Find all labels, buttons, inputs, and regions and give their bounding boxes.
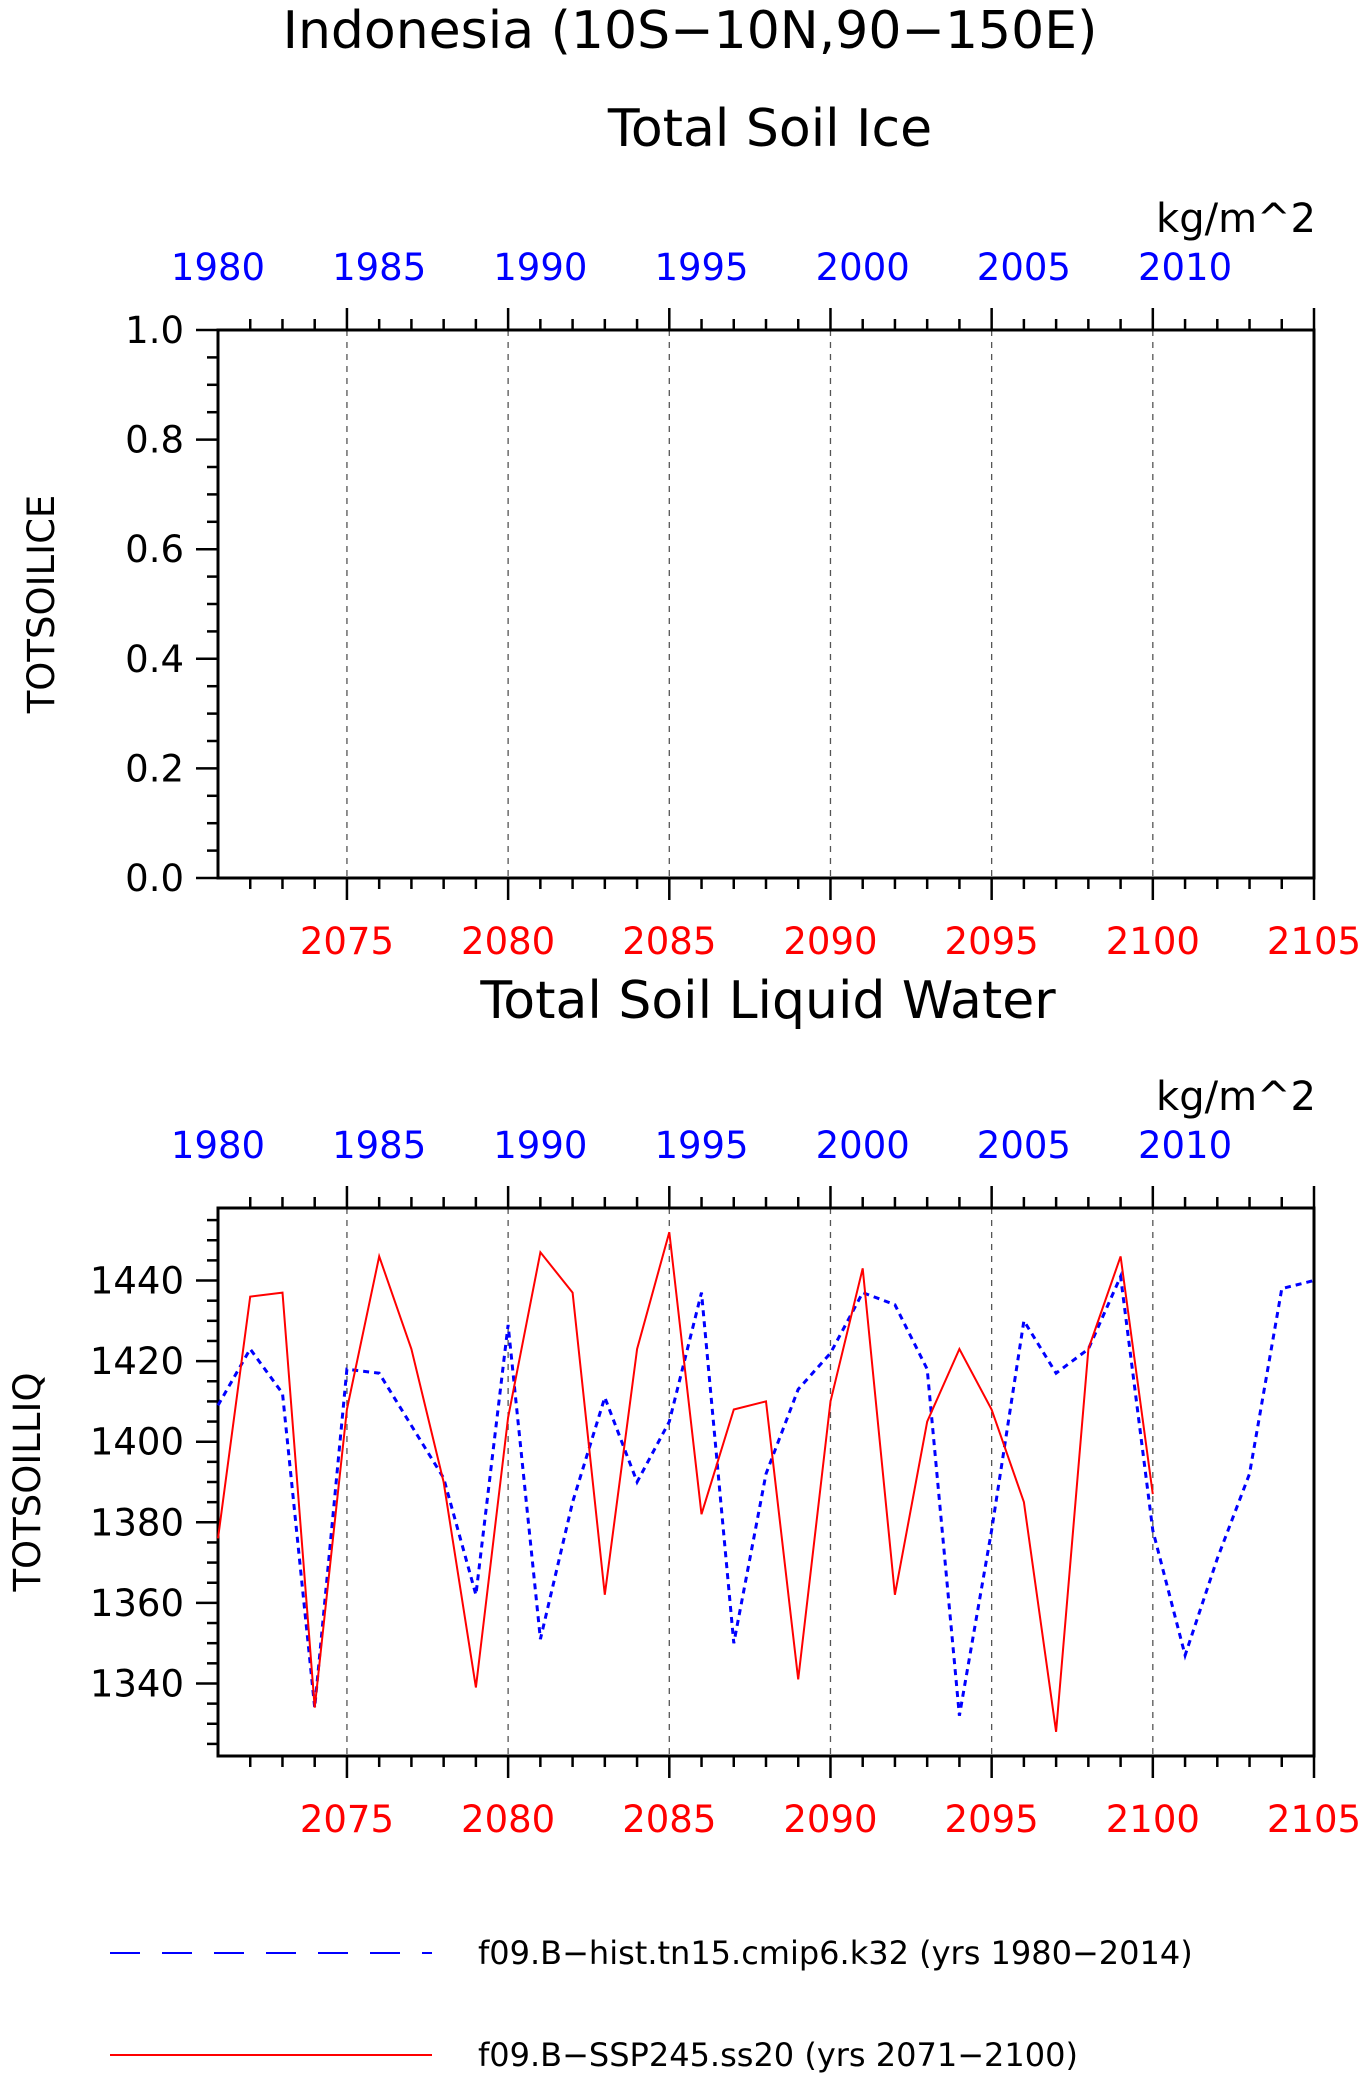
- units-label: kg/m^2: [1156, 196, 1316, 242]
- top-tick-label: 1990: [493, 1124, 587, 1167]
- y-tick-label: 0.6: [125, 528, 184, 571]
- figure-title-line1: Indonesia (10S−10N,90−150E): [283, 1, 1098, 61]
- legend-label-hist: f09.B−hist.tn15.cmip6.k32 (yrs 1980−2014…: [478, 1934, 1193, 1972]
- top-tick-label: 2005: [977, 246, 1071, 289]
- bottom-tick-label: 2090: [783, 920, 877, 963]
- y-tick-label: 1420: [90, 1340, 184, 1383]
- soil-liquid-panel: 1980 1985 1990 1995 2000 2005 2010 2075 2080 2085…: [6, 1074, 1361, 1841]
- bottom-tick-label: 2090: [783, 1798, 877, 1841]
- bottom-tick-label: 2085: [622, 920, 716, 963]
- top-tick-label: 2010: [1138, 1124, 1232, 1167]
- figure-title-line2: Total Soil Ice: [607, 99, 932, 159]
- bottom-tick-label: 2100: [1106, 1798, 1200, 1841]
- top-tick-label: 2000: [816, 1124, 910, 1167]
- top-tick-label: 1990: [493, 246, 587, 289]
- top-tick-label: 1980: [171, 1124, 265, 1167]
- bottom-tick-label: 2095: [945, 1798, 1039, 1841]
- top-tick-label: 1995: [654, 246, 748, 289]
- top-tick-label: 1985: [332, 246, 426, 289]
- bottom-tick-label: 2105: [1267, 920, 1361, 963]
- bottom-tick-label: 2075: [300, 920, 394, 963]
- legend-label-ssp: f09.B−SSP245.ss20 (yrs 2071−2100): [478, 2036, 1078, 2074]
- top-tick-label: 2005: [977, 1124, 1071, 1167]
- y-tick-label: 1360: [90, 1582, 184, 1625]
- bottom-tick-label: 2085: [622, 1798, 716, 1841]
- top-tick-label: 2000: [816, 246, 910, 289]
- y-tick-label: 1400: [90, 1421, 184, 1464]
- units-label: kg/m^2: [1156, 1074, 1316, 1120]
- y-axis-label: TOTSOILLIQ: [6, 1372, 49, 1592]
- series-hist-line: [216, 1270, 1315, 1716]
- series-ssp-line: [217, 1231, 1154, 1732]
- y-tick-label: 0.0: [125, 857, 184, 900]
- y-tick-label: 1440: [90, 1260, 184, 1303]
- bottom-tick-label: 2080: [461, 920, 555, 963]
- bottom-tick-label: 2075: [300, 1798, 394, 1841]
- panel2-title: Total Soil Liquid Water: [479, 971, 1056, 1031]
- top-tick-label: 1995: [654, 1124, 748, 1167]
- y-tick-label: 0.8: [125, 419, 184, 462]
- top-tick-label: 1985: [332, 1124, 426, 1167]
- y-tick-label: 0.2: [125, 747, 184, 790]
- bottom-tick-label: 2080: [461, 1798, 555, 1841]
- top-tick-label: 2010: [1138, 246, 1232, 289]
- plot-frame: [216, 328, 1316, 880]
- bottom-tick-label: 2100: [1106, 920, 1200, 963]
- bottom-tick-label: 2105: [1267, 1798, 1361, 1841]
- soil-ice-panel: 1980 1985 1990 1995 2000 2005 2010 2075 2080 2085…: [20, 196, 1361, 963]
- y-axis-label: TOTSOILICE: [20, 495, 63, 715]
- y-tick-label: 1340: [90, 1662, 184, 1705]
- y-tick-label: 1.0: [125, 309, 184, 352]
- bottom-tick-label: 2095: [945, 920, 1039, 963]
- y-tick-label: 0.4: [125, 638, 184, 681]
- plot-frame: [216, 1206, 1316, 1758]
- top-tick-label: 1980: [171, 246, 265, 289]
- legend: f09.B−hist.tn15.cmip6.k32 (yrs 1980−2014…: [110, 1934, 1193, 2074]
- y-tick-label: 1380: [90, 1501, 184, 1544]
